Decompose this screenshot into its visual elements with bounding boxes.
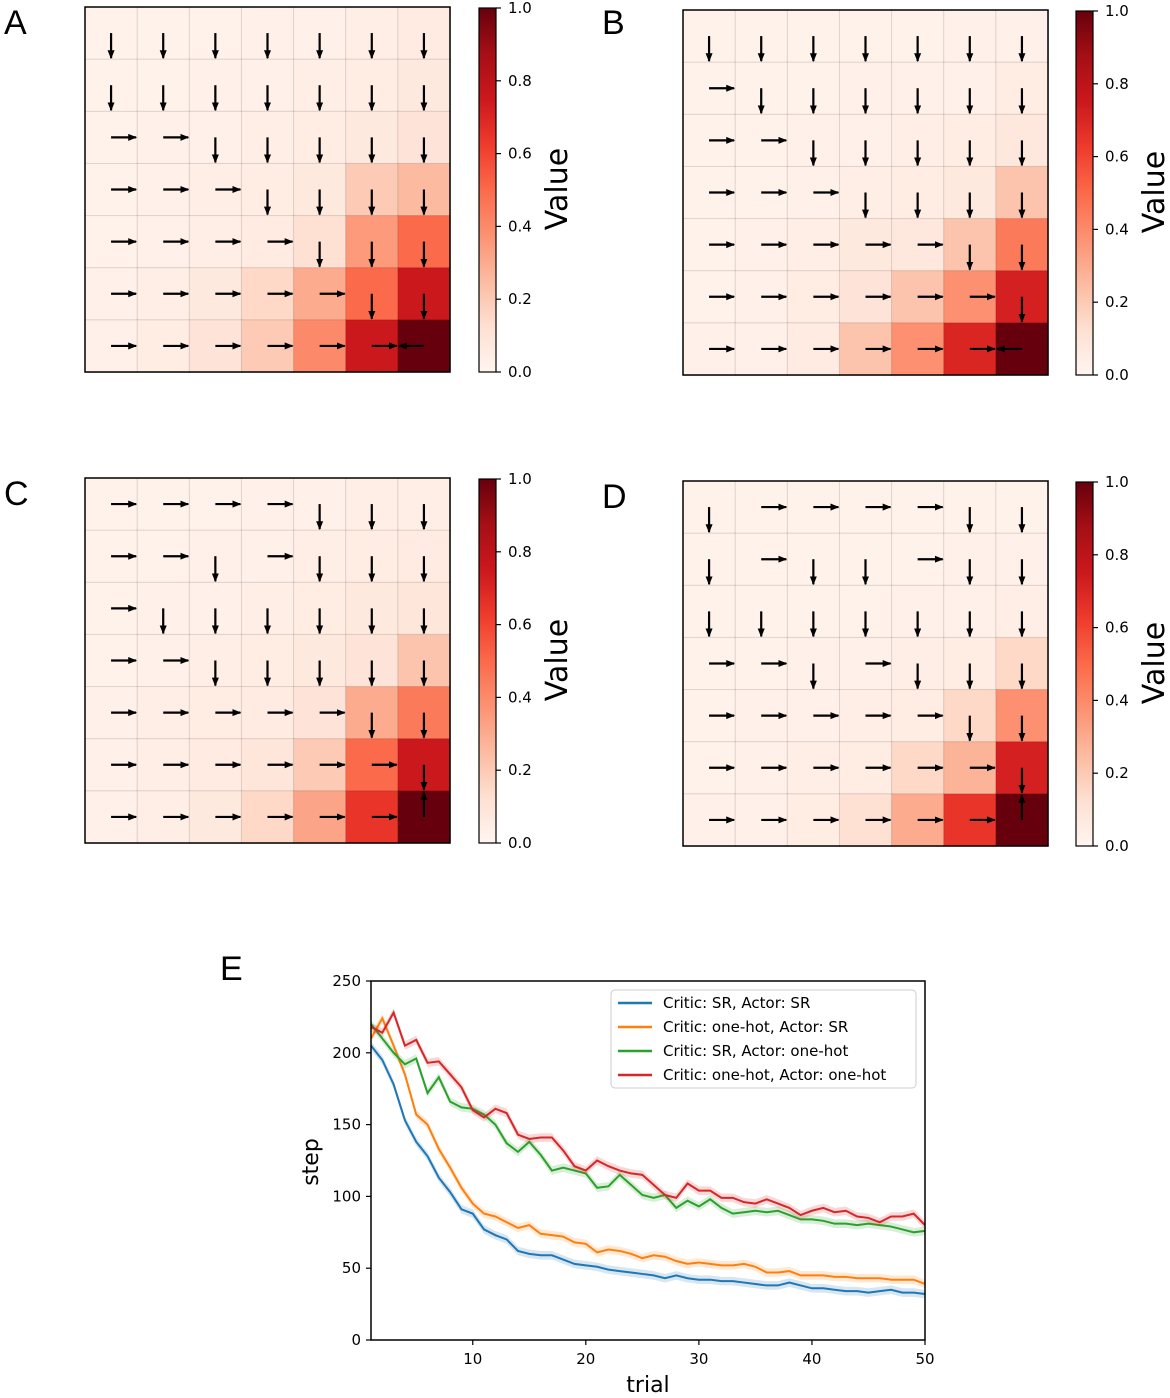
heatmap-panel-A: A 0.0 0.2 0.4 0.6 0.8 1.0 Value (4, 0, 575, 381)
colorbar-tick-label: 1.0 (1105, 473, 1129, 491)
colorbar-tick-label: 0.0 (1105, 366, 1129, 384)
heatmap-frame (84, 477, 451, 844)
y-tick-label: 50 (342, 1259, 361, 1277)
learning-curve-plot: E trial step 0 50 100 150 200 250 10 20 30 40 50 Cr… (220, 950, 935, 1398)
series-line (370, 1023, 926, 1234)
series-line (370, 1016, 926, 1285)
colorbar-tick-label: 0.2 (508, 290, 532, 308)
y-tick-label: 100 (332, 1187, 361, 1205)
colorbar-tick-label: 1.0 (508, 0, 532, 17)
colorbar-tick-label: 0.2 (1105, 764, 1129, 782)
x-tick-label: 40 (802, 1350, 821, 1368)
panel-letter-C: C (4, 475, 29, 513)
colorbar-tick-label: 0.4 (1105, 220, 1129, 238)
colorbar-tick-label: 0.6 (1105, 619, 1129, 637)
heatmap-frame (682, 9, 1049, 376)
colorbar-tick-label: 1.0 (1105, 2, 1129, 20)
colorbar (478, 7, 497, 373)
panel-letter-A: A (4, 4, 27, 42)
colorbar-tick-label: 0.8 (508, 543, 532, 561)
colorbar-tick-label: 0.4 (508, 688, 532, 706)
colorbar (1075, 10, 1094, 376)
error-band (371, 1008, 925, 1230)
y-tick-label: 250 (332, 972, 361, 990)
error-band (371, 1019, 925, 1237)
legend-entry: Critic: SR, Actor: SR (663, 994, 810, 1012)
heatmap-panel-B: B 0.0 0.2 0.4 0.6 0.8 1.0 Value (602, 2, 1170, 384)
colorbar-label: Value (540, 619, 575, 701)
colorbar-tick-label: 0.8 (1105, 546, 1129, 564)
colorbar-tick-label: 0.2 (508, 761, 532, 779)
colorbar-tick-label: 0.8 (1105, 75, 1129, 93)
series-line (370, 1010, 926, 1226)
legend-entry: Critic: one-hot, Actor: SR (663, 1018, 848, 1036)
x-tick-label: 10 (463, 1350, 482, 1368)
x-tick-label: 20 (576, 1350, 595, 1368)
panel-letter-E: E (220, 950, 243, 988)
colorbar-tick-label: 0.6 (508, 145, 532, 163)
x-axis-label: trial (626, 1373, 669, 1398)
heatmap-panel-C: C 0.0 0.2 0.4 0.6 0.8 1.0 Value (4, 470, 575, 852)
y-tick-label: 200 (332, 1044, 361, 1062)
heatmap-frame (84, 6, 451, 373)
x-tick-label: 30 (689, 1350, 708, 1368)
series-line (370, 1045, 926, 1296)
legend-entry: Critic: SR, Actor: one-hot (663, 1042, 848, 1060)
legend-box (610, 989, 917, 1089)
colorbar-tick-label: 0.4 (508, 217, 532, 235)
heatmap-panel-D: D 0.0 0.2 0.4 0.6 0.8 1.0 Value (602, 473, 1170, 855)
panel-letter-B: B (602, 4, 625, 42)
colorbar (1075, 481, 1094, 847)
y-tick-label: 0 (351, 1331, 361, 1349)
y-axis-label: step (299, 1138, 324, 1186)
colorbar (478, 478, 497, 844)
error-band (371, 1014, 925, 1289)
colorbar-tick-label: 0.4 (1105, 691, 1129, 709)
colorbar-label: Value (540, 148, 575, 230)
colorbar-tick-label: 1.0 (508, 470, 532, 488)
colorbar-tick-label: 0.0 (1105, 837, 1129, 855)
colorbar-tick-label: 0.0 (508, 834, 532, 852)
plot-frame (370, 980, 926, 1341)
colorbar-label: Value (1137, 151, 1170, 233)
y-tick-label: 150 (332, 1116, 361, 1134)
colorbar-tick-label: 0.8 (508, 72, 532, 90)
x-tick-label: 50 (915, 1350, 934, 1368)
colorbar-tick-label: 0.6 (508, 616, 532, 634)
panel-letter-D: D (602, 478, 627, 516)
colorbar-tick-label: 0.6 (1105, 148, 1129, 166)
legend: Critic: SR, Actor: SR Critic: one-hot, Ac… (610, 989, 917, 1089)
colorbar-label: Value (1137, 622, 1170, 704)
colorbar-tick-label: 0.0 (508, 363, 532, 381)
heatmap-frame (682, 480, 1049, 847)
legend-entry: Critic: one-hot, Actor: one-hot (663, 1066, 886, 1084)
colorbar-tick-label: 0.2 (1105, 293, 1129, 311)
